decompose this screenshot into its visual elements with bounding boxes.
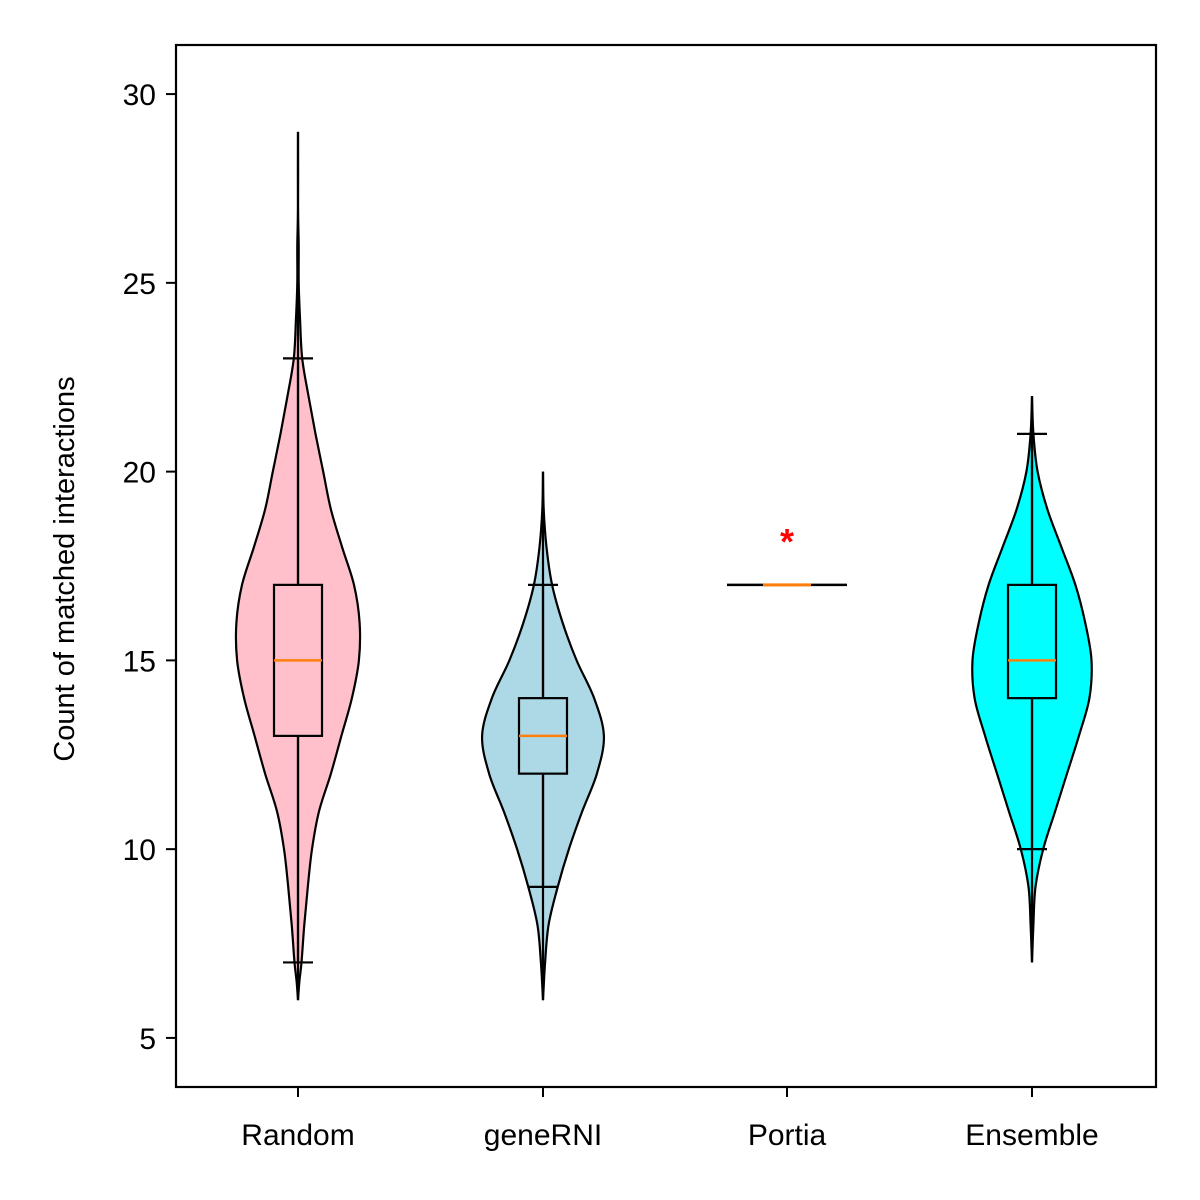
y-axis-title: Count of matched interactions bbox=[49, 376, 81, 761]
y-tick-label: 15 bbox=[123, 645, 156, 678]
x-tick-label: Portia bbox=[748, 1119, 827, 1152]
box-ensemble bbox=[1006, 583, 1058, 700]
y-tick-label: 25 bbox=[123, 268, 156, 301]
plot-frame bbox=[174, 43, 1158, 1089]
y-tick-label: 10 bbox=[123, 834, 156, 867]
y-tick-label: 5 bbox=[139, 1023, 156, 1056]
y-axis: 5 10 15 20 25 30 bbox=[123, 79, 176, 1056]
y-tick-label: 30 bbox=[123, 79, 156, 112]
annotations-layer: * bbox=[780, 521, 794, 562]
x-tick-label: Random bbox=[241, 1119, 354, 1152]
x-tick-label: Ensemble bbox=[965, 1119, 1098, 1152]
boxplots-layer bbox=[272, 131, 1058, 1001]
x-axis: Random geneRNI Portia Ensemble bbox=[241, 1087, 1099, 1152]
y-tick-label: 20 bbox=[123, 457, 156, 490]
significance-marker: * bbox=[780, 521, 794, 562]
x-tick-label: geneRNI bbox=[484, 1119, 602, 1152]
